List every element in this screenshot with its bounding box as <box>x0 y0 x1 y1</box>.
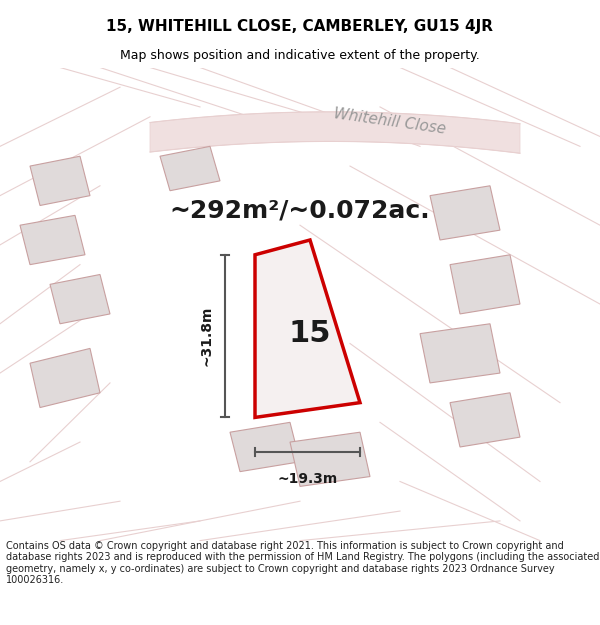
Text: Contains OS data © Crown copyright and database right 2021. This information is : Contains OS data © Crown copyright and d… <box>6 541 599 586</box>
Polygon shape <box>50 274 110 324</box>
Polygon shape <box>290 432 370 486</box>
Text: 15: 15 <box>289 319 331 348</box>
Text: Whitehill Close: Whitehill Close <box>333 106 447 137</box>
Polygon shape <box>450 255 520 314</box>
Text: Map shows position and indicative extent of the property.: Map shows position and indicative extent… <box>120 49 480 62</box>
Text: ~19.3m: ~19.3m <box>277 472 338 486</box>
Polygon shape <box>450 392 520 447</box>
Polygon shape <box>255 240 360 418</box>
PathPatch shape <box>150 112 520 153</box>
Text: 15, WHITEHILL CLOSE, CAMBERLEY, GU15 4JR: 15, WHITEHILL CLOSE, CAMBERLEY, GU15 4JR <box>107 19 493 34</box>
Polygon shape <box>430 186 500 240</box>
Polygon shape <box>30 156 90 206</box>
Text: ~292m²/~0.072ac.: ~292m²/~0.072ac. <box>170 198 430 222</box>
Polygon shape <box>30 348 100 408</box>
Polygon shape <box>230 422 300 472</box>
Polygon shape <box>160 146 220 191</box>
Polygon shape <box>420 324 500 383</box>
Polygon shape <box>20 216 85 264</box>
Text: ~31.8m: ~31.8m <box>200 306 214 366</box>
